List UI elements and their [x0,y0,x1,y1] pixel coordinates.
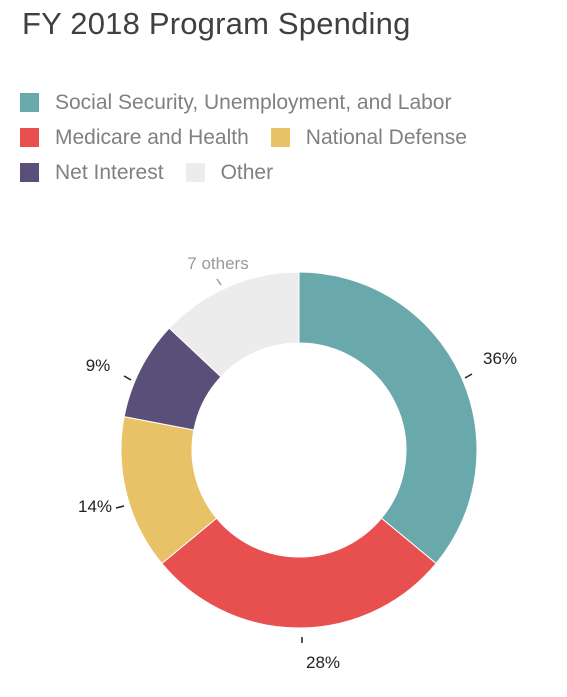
leader-tick-national-defense [115,505,125,509]
legend-label: Social Security, Unemployment, and Labor [55,90,452,114]
legend-item-national-defense[interactable]: National Defense [270,125,467,150]
data-label-medicare: 28% [306,653,340,672]
legend-swatch [185,163,205,182]
leader-tick-net-interest [123,375,132,381]
legend-row: Social Security, Unemployment, and Labor [20,85,560,120]
legend: Social Security, Unemployment, and Labor… [20,85,560,190]
legend-swatch [20,93,39,112]
data-label-social-security: 36% [483,349,517,368]
donut-chart: 36% 28% 14% 9% 7 others [78,254,517,672]
legend-swatch [20,163,39,182]
slice-social-security[interactable] [298,271,478,565]
legend-swatch [270,128,290,147]
legend-label: Net Interest [55,160,164,184]
data-label-other: 7 others [187,254,248,273]
legend-label: Other [220,160,274,184]
legend-item-net-interest[interactable]: Net Interest [20,161,164,185]
legend-label: National Defense [305,125,467,149]
legend-row: Net Interest Other [20,155,560,190]
legend-item-social-security[interactable]: Social Security, Unemployment, and Labor [20,91,451,115]
legend-item-other[interactable]: Other [185,160,274,185]
leader-tick-other [216,278,222,286]
legend-item-medicare[interactable]: Medicare and Health [20,126,249,150]
slice-other[interactable] [168,271,300,378]
legend-row: Medicare and Health National Defense [20,120,560,155]
chart-title: FY 2018 Program Spending [22,6,411,41]
slice-medicare[interactable] [161,517,437,629]
leader-tick-social-security [464,373,473,379]
legend-label: Medicare and Health [55,125,249,149]
legend-swatch [20,128,39,147]
data-label-national-defense: 14% [78,497,112,516]
data-label-net-interest: 9% [86,356,111,375]
